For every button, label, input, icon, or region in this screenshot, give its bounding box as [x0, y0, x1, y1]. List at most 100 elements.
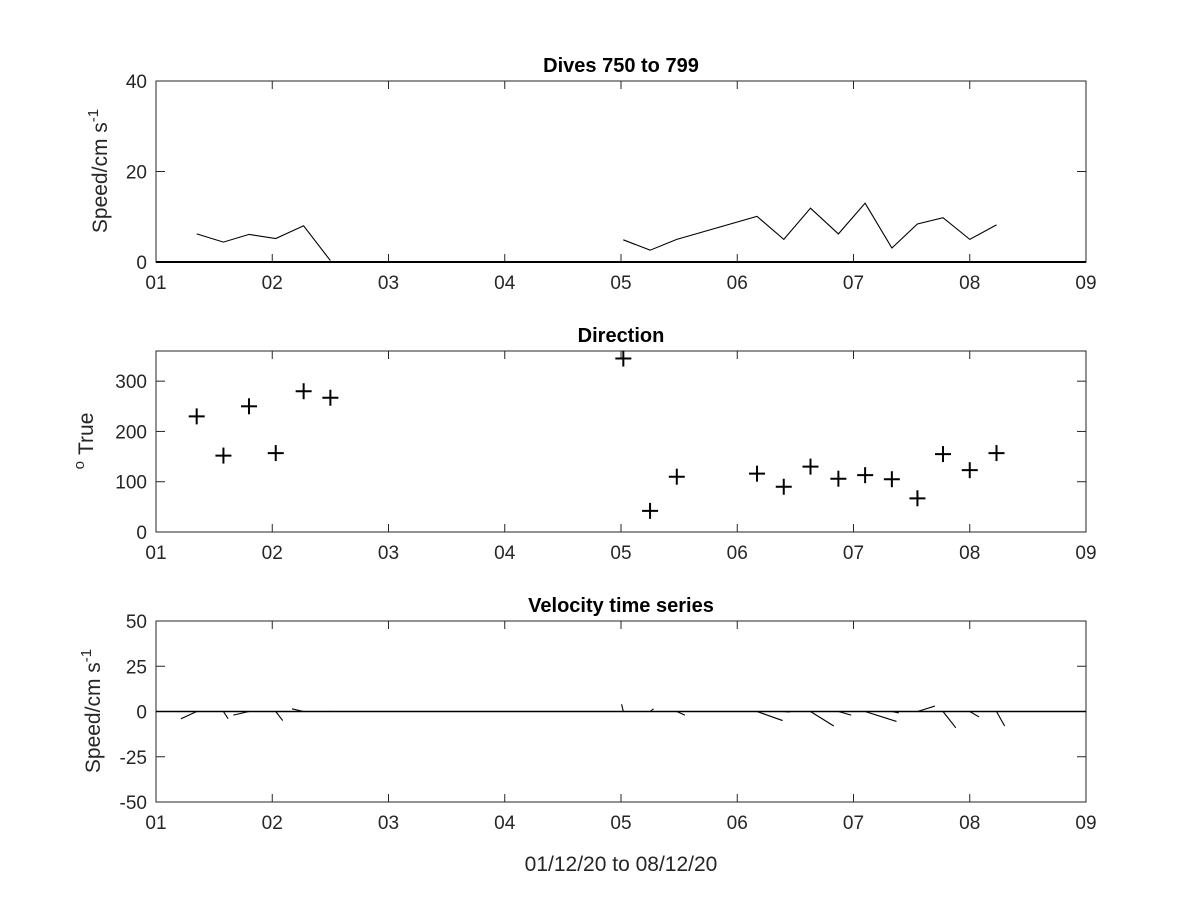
direction-x-tick-label: 02 [262, 543, 283, 564]
velocity-x-tick-label: 03 [378, 813, 399, 834]
velocity-y-axis: -50 -25 0 25 50 [120, 612, 1086, 814]
speed-y-tick-label: 40 [126, 72, 147, 93]
direction-y-label: o True [71, 413, 98, 470]
direction-point [909, 490, 926, 507]
direction-point [935, 446, 952, 463]
velocity-x-tick-label: 07 [843, 813, 864, 834]
direction-point [988, 445, 1005, 462]
direction-point [642, 502, 659, 519]
direction-point [857, 467, 874, 484]
velocity-y-label: Speed/cm s-1 [78, 649, 105, 773]
direction-x-tick-label: 03 [378, 543, 399, 564]
velocity-stick [917, 705, 936, 713]
direction-point [215, 447, 232, 464]
velocity-stick [864, 710, 897, 722]
velocity-x-tick-label: 06 [727, 813, 748, 834]
speed-series-line-1 [196, 225, 331, 261]
direction-plot-area [155, 350, 1087, 533]
direction-y-label-text: True [75, 413, 98, 455]
direction-point [188, 408, 205, 425]
speed-series-line-2 [623, 202, 997, 251]
direction-x-tick-label: 04 [494, 543, 516, 564]
direction-y-tick-label: 100 [115, 473, 147, 494]
direction-x-axis: 01 02 03 04 05 06 07 08 09 [145, 351, 1097, 564]
velocity-y-tick-label: -25 [120, 748, 147, 769]
velocity-sticks [156, 704, 1086, 729]
direction-point [267, 445, 284, 462]
velocity-x-axis: 01 02 03 04 05 06 07 08 09 [145, 621, 1097, 834]
velocity-stick [275, 711, 284, 721]
velocity-stick [649, 708, 654, 712]
velocity-stick [942, 711, 957, 729]
velocity-stick [180, 711, 197, 720]
velocity-stick [969, 711, 980, 718]
speed-series [156, 202, 1086, 263]
direction-point [883, 471, 900, 488]
speed-x-tick-label: 05 [610, 273, 631, 294]
direction-title: Direction [578, 325, 665, 347]
velocity-stick [621, 704, 624, 712]
direction-x-tick-label: 01 [145, 543, 166, 564]
velocity-stick [233, 710, 250, 716]
direction-y-axis: 0 100 200 300 [115, 372, 1086, 544]
speed-x-tick-label: 01 [145, 273, 166, 294]
velocity-y-tick-label: 25 [126, 657, 147, 678]
velocity-stick [838, 710, 852, 716]
speed-y-tick-label: 0 [136, 253, 147, 274]
velocity-y-label-text: Speed/cm s [82, 662, 105, 773]
velocity-stick [783, 710, 790, 713]
direction-x-tick-label: 06 [727, 543, 748, 564]
direction-point [241, 398, 257, 415]
velocity-y-label-superscript: -1 [78, 649, 95, 662]
velocity-y-tick-label: 0 [136, 703, 147, 724]
direction-x-tick-label: 09 [1075, 543, 1096, 564]
velocity-stick [810, 711, 835, 727]
velocity-stick [891, 710, 899, 714]
speed-x-tick-label: 07 [843, 273, 864, 294]
direction-y-tick-label: 0 [136, 523, 147, 544]
velocity-stick [291, 708, 304, 713]
velocity-x-tick-label: 04 [494, 813, 516, 834]
speed-x-tick-label: 08 [959, 273, 980, 294]
direction-point [749, 465, 766, 482]
speed-y-label-superscript: -1 [85, 109, 102, 122]
direction-y-tick-label: 300 [115, 372, 147, 393]
direction-point [668, 468, 685, 485]
direction-panel: Direction 01 02 03 04 05 06 07 08 09 0100200300 … [71, 325, 1097, 564]
speed-x-tick-label: 06 [727, 273, 748, 294]
speed-panel: Dives 750 to 799 01 02 03 04 05 06 07 08 09 0 20 4… [85, 55, 1097, 294]
speed-x-axis: 01 02 03 04 05 06 07 08 09 [145, 81, 1097, 294]
direction-point [961, 462, 978, 479]
direction-x-tick-label: 07 [843, 543, 864, 564]
velocity-x-tick-label: 01 [145, 813, 166, 834]
speed-y-label: Speed/cm s-1 [85, 109, 112, 233]
velocity-x-label: 01/12/20 to 08/12/20 [525, 853, 718, 876]
speed-x-tick-label: 03 [378, 273, 399, 294]
direction-point [615, 350, 632, 367]
speed-y-label-text: Speed/cm s [89, 122, 112, 233]
direction-point [802, 458, 819, 475]
direction-points [188, 350, 1005, 519]
speed-y-tick-label: 20 [126, 163, 147, 184]
speed-x-tick-label: 09 [1075, 273, 1096, 294]
speed-title: Dives 750 to 799 [543, 55, 699, 77]
direction-x-tick-label: 08 [959, 543, 980, 564]
direction-point [295, 383, 312, 400]
direction-point [830, 470, 847, 487]
direction-point [775, 478, 792, 495]
direction-x-tick-label: 05 [610, 543, 631, 564]
velocity-stick [222, 711, 229, 720]
velocity-title: Velocity time series [528, 595, 714, 617]
velocity-y-tick-label: 50 [126, 612, 147, 633]
velocity-panel: Velocity time series 01 02 03 04 05 06 07 08 09 … [78, 595, 1097, 876]
velocity-stick [676, 710, 686, 716]
velocity-x-tick-label: 05 [610, 813, 631, 834]
direction-y-label-prefix: o [71, 461, 88, 469]
velocity-x-tick-label: 09 [1075, 813, 1096, 834]
speed-x-tick-label: 02 [262, 273, 283, 294]
direction-point [322, 389, 339, 406]
direction-y-tick-label: 200 [115, 422, 147, 443]
velocity-x-tick-label: 08 [959, 813, 980, 834]
velocity-stick [996, 711, 1006, 727]
speed-x-tick-label: 04 [494, 273, 516, 294]
